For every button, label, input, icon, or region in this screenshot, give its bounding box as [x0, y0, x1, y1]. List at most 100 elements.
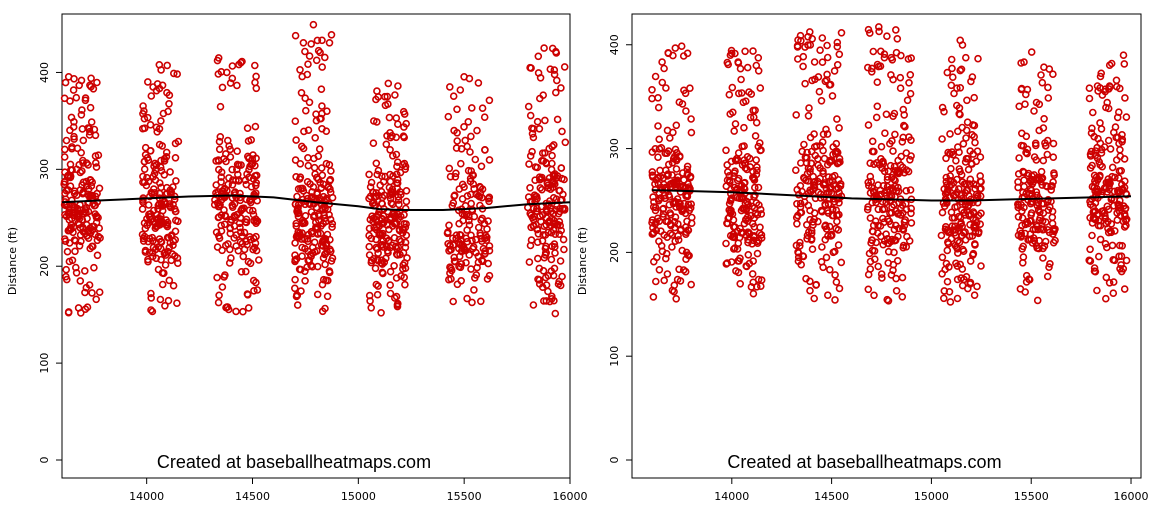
data-point [318, 63, 327, 71]
data-point [968, 131, 976, 139]
data-point [296, 265, 305, 274]
data-point [864, 203, 872, 211]
data-point [649, 203, 658, 211]
data-point [215, 291, 223, 300]
data-point [654, 122, 662, 130]
data-point [877, 142, 886, 151]
data-point [365, 170, 373, 179]
data-point [791, 166, 800, 174]
data-point [317, 114, 325, 123]
data-point [317, 164, 326, 172]
data-point [315, 145, 324, 153]
data-point [369, 188, 377, 197]
data-point [1047, 186, 1055, 194]
data-point [402, 187, 411, 195]
data-point [396, 168, 405, 177]
data-point [661, 194, 669, 203]
data-point [870, 291, 878, 300]
data-point [954, 212, 963, 221]
data-point [1038, 217, 1047, 225]
data-point [328, 223, 336, 231]
data-point [166, 186, 174, 194]
data-point [821, 200, 829, 209]
data-point [798, 147, 807, 156]
data-point [484, 217, 492, 225]
data-point [942, 173, 951, 182]
data-point [976, 172, 985, 180]
data-point [299, 38, 308, 47]
data-point [374, 282, 382, 290]
data-point [734, 239, 743, 247]
data-point [232, 242, 240, 250]
data-point [228, 201, 237, 210]
data-point [386, 289, 395, 298]
data-point [1049, 139, 1058, 148]
data-point [793, 43, 802, 51]
data-point [1018, 214, 1027, 222]
data-point [966, 175, 975, 184]
data-point [560, 245, 568, 254]
data-point [92, 212, 101, 220]
data-point [951, 241, 960, 250]
data-point [458, 210, 467, 218]
data-point [837, 28, 846, 37]
data-point [166, 203, 175, 212]
data-point [144, 78, 152, 86]
data-point [60, 153, 69, 161]
data-point [157, 215, 165, 223]
data-point [1122, 113, 1131, 121]
data-point [1020, 182, 1028, 191]
data-point [1020, 176, 1028, 184]
right-scatter-panel: 0 100 200 300 400 14000 14500 15000 15500 16000 Di… [576, 13, 1149, 503]
data-point [466, 190, 475, 199]
data-point [756, 282, 765, 291]
data-point [742, 262, 751, 271]
data-point [947, 164, 955, 173]
data-point [163, 221, 171, 229]
data-point [864, 121, 873, 129]
data-point [976, 153, 985, 161]
data-point [1037, 71, 1045, 79]
data-point [872, 238, 881, 247]
data-point [967, 77, 975, 86]
data-point [1120, 60, 1129, 68]
data-point [534, 52, 543, 61]
data-point [77, 148, 85, 157]
data-point [297, 287, 305, 295]
data-point [78, 215, 87, 224]
data-point [218, 246, 226, 255]
data-point [803, 235, 811, 243]
data-point [864, 181, 873, 190]
data-point [891, 236, 900, 245]
data-point [69, 86, 78, 94]
data-point [799, 62, 807, 71]
data-point [819, 146, 827, 155]
data-point [1120, 155, 1129, 163]
data-point [960, 180, 969, 188]
data-point [1086, 197, 1094, 206]
data-point [943, 246, 952, 255]
data-point [166, 168, 174, 176]
data-point [746, 113, 755, 122]
data-point [467, 265, 475, 273]
data-point [148, 233, 157, 242]
data-point [225, 259, 234, 267]
data-point [400, 123, 408, 131]
data-point [140, 165, 149, 173]
data-point [252, 278, 260, 287]
data-point [893, 256, 902, 265]
data-point [446, 172, 455, 181]
data-point [367, 258, 376, 267]
data-point [868, 64, 876, 73]
data-point [834, 226, 843, 234]
data-point [1022, 132, 1031, 141]
data-point [391, 91, 399, 99]
data-point [793, 220, 801, 228]
data-point [553, 115, 562, 124]
data-point [149, 237, 157, 245]
data-point [835, 124, 843, 132]
data-point [215, 157, 223, 165]
data-point [301, 94, 310, 102]
data-point [78, 181, 86, 189]
data-point [1023, 149, 1031, 158]
